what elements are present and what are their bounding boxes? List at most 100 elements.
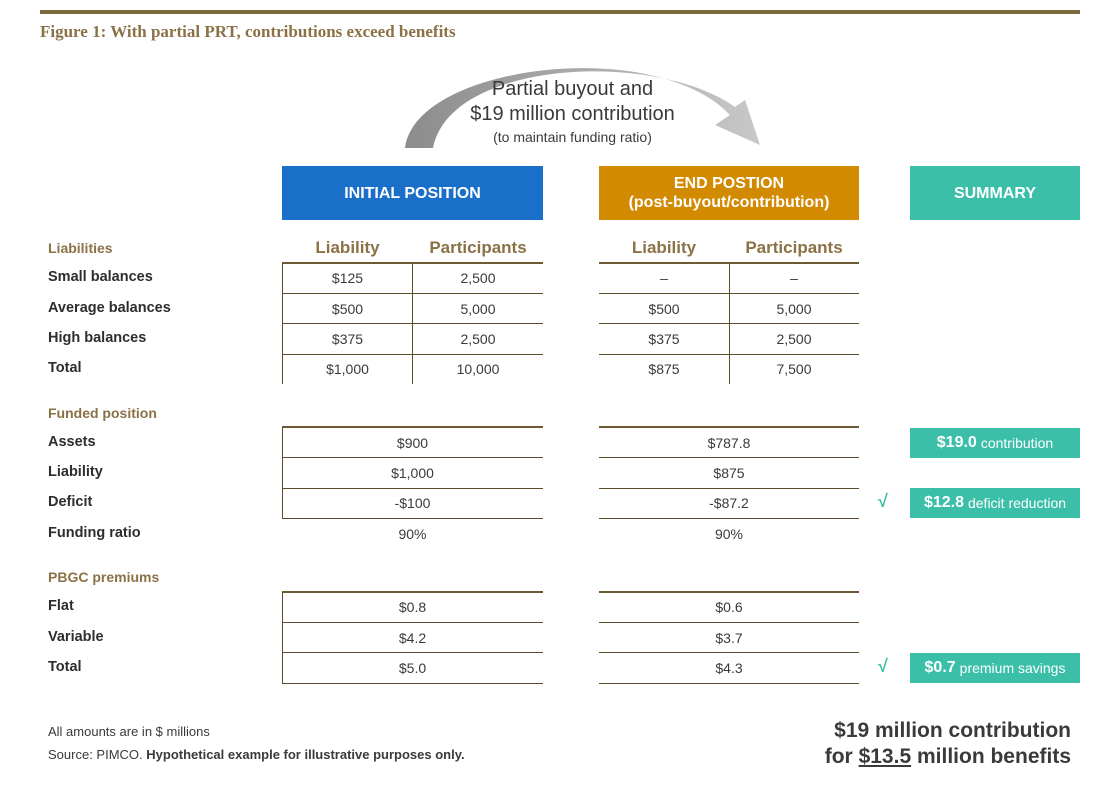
row-label-average-balances: Average balances: [48, 300, 171, 316]
cell-end-liability: –: [660, 270, 668, 286]
rule: [599, 426, 859, 428]
curved-arrow-icon: [405, 68, 760, 148]
end-liability-col-header: Liability: [631, 238, 697, 257]
initial-participants-col-header: Participants: [429, 238, 527, 257]
arrow-line-1: Partial buyout and: [491, 78, 654, 100]
rule: [599, 518, 859, 519]
row-label-total: Total: [48, 360, 82, 376]
cell-initial-participants: 2,500: [460, 331, 496, 347]
check-icon: √: [878, 491, 888, 511]
summary-premium-text: premium savings: [959, 660, 1066, 676]
pbgc-section-label: PBGC premiums: [48, 569, 160, 585]
cell-initial-participants: 10,000: [456, 361, 500, 377]
check-icon: √: [878, 656, 888, 676]
row-label-variable: Variable: [48, 629, 104, 645]
conclusion-prefix: for: [824, 745, 853, 768]
rule: [599, 457, 859, 458]
rule: [282, 591, 543, 593]
rule: [599, 354, 859, 355]
liabilities-section-label: Liabilities: [48, 240, 113, 256]
cell-end-participants: –: [790, 270, 798, 286]
rule: [599, 622, 859, 623]
cell-initial-participants: 5,000: [460, 301, 496, 317]
end-position-sublabel: (post-buyout/contribution): [628, 194, 830, 211]
row-label-funding-ratio: Funding ratio: [48, 525, 141, 541]
rule: [282, 457, 543, 458]
rule: [599, 323, 859, 324]
initial-position-label: INITIAL POSITION: [344, 184, 481, 202]
summary-deficit-value: $12.8: [923, 494, 964, 511]
conclusion-suffix: million benefits: [916, 745, 1071, 768]
end-position-label: END POSTION: [673, 175, 785, 192]
row-label-deficit: Deficit: [48, 494, 93, 510]
row-label-high-balances: High balances: [48, 330, 147, 346]
summary-premium-value: $0.7: [924, 659, 956, 676]
figure-title: Figure 1: With partial PRT, contribution…: [40, 22, 456, 41]
summary-premium-box: $0.7 premium savings: [910, 653, 1080, 683]
arrow-caption: Partial buyout and $19 million contribut…: [440, 77, 705, 147]
cell-initial-participants: 2,500: [460, 270, 496, 286]
rule: [599, 652, 859, 653]
rule: [599, 591, 859, 593]
cell-end-liability: $875: [648, 361, 680, 377]
rule: [599, 488, 859, 489]
top-rule: [40, 10, 1080, 14]
conclusion-amount: $13.5: [858, 745, 912, 768]
cell-initial-liability: $500: [331, 301, 364, 317]
summary-contribution-box: $19.0 contribution: [910, 428, 1080, 458]
summary-deficit-box: $12.8 deficit reduction: [910, 488, 1080, 518]
cell-initial-funding-ratio: 90%: [398, 526, 427, 542]
cell-end-premium-total: $4.3: [715, 660, 743, 676]
arrow-line-2: $19 million contribution: [470, 103, 675, 125]
funded-section-label: Funded position: [48, 405, 157, 421]
rule: [599, 683, 859, 684]
summary-deficit-text: deficit reduction: [967, 495, 1067, 511]
cell-initial-flat: $0.8: [398, 599, 427, 615]
footnote-units: All amounts are in $ millions: [48, 724, 210, 739]
rule: [282, 427, 283, 518]
rule: [282, 293, 543, 294]
rule: [282, 652, 543, 653]
footnote-source: Source: PIMCO. Hypothetical example for …: [48, 747, 465, 762]
cell-end-funding-ratio: 90%: [714, 526, 744, 542]
cell-end-participants: 2,500: [776, 331, 812, 347]
cell-initial-liability: $125: [331, 270, 364, 286]
cell-end-deficit: -$87.2: [709, 495, 749, 511]
cell-initial-deficit: -$100: [394, 495, 431, 511]
rule: [282, 426, 543, 428]
cell-initial-liability: $1,000: [326, 361, 369, 377]
row-label-premium-total: Total: [48, 659, 82, 675]
summary-contribution-text: contribution: [980, 435, 1054, 451]
conclusion-line-1: $19 million contribution: [834, 719, 1071, 742]
cell-end-assets: $787.8: [707, 435, 751, 451]
rule: [282, 488, 543, 489]
cell-end-liability-total: $875: [713, 465, 745, 481]
rule: [282, 683, 543, 684]
cell-initial-liability: $375: [331, 331, 364, 347]
rule: [282, 622, 543, 623]
row-label-flat: Flat: [48, 598, 74, 614]
cell-end-variable: $3.7: [715, 630, 743, 646]
cell-end-participants: 5,000: [776, 301, 812, 317]
cell-end-participants: 7,500: [776, 361, 812, 377]
cell-initial-liability-total: $1,000: [391, 465, 434, 481]
summary-contribution-value: $19.0: [936, 434, 977, 451]
conclusion: $19 million contribution for $13.5 milli…: [825, 718, 1071, 770]
rule: [282, 592, 283, 683]
row-label-liability: Liability: [48, 464, 103, 480]
row-label-small-balances: Small balances: [48, 269, 153, 285]
rule: [282, 354, 543, 355]
end-position-header: END POSTION (post-buyout/contribution): [599, 166, 859, 220]
cell-initial-variable: $4.2: [398, 630, 427, 646]
initial-position-header: INITIAL POSITION: [282, 166, 543, 220]
summary-label: SUMMARY: [953, 184, 1037, 202]
cell-end-liability: $500: [648, 301, 680, 317]
footnote-source-prefix: Source: PIMCO.: [48, 747, 143, 762]
rule: [599, 293, 859, 294]
cell-initial-premium-total: $5.0: [398, 660, 427, 676]
arrow-line-3: (to maintain funding ratio): [493, 129, 652, 145]
summary-header: SUMMARY: [910, 166, 1080, 220]
end-participants-col-header: Participants: [745, 238, 843, 257]
conclusion-line-2: for $13.5 million benefits: [825, 744, 1071, 770]
row-label-assets: Assets: [48, 434, 96, 450]
